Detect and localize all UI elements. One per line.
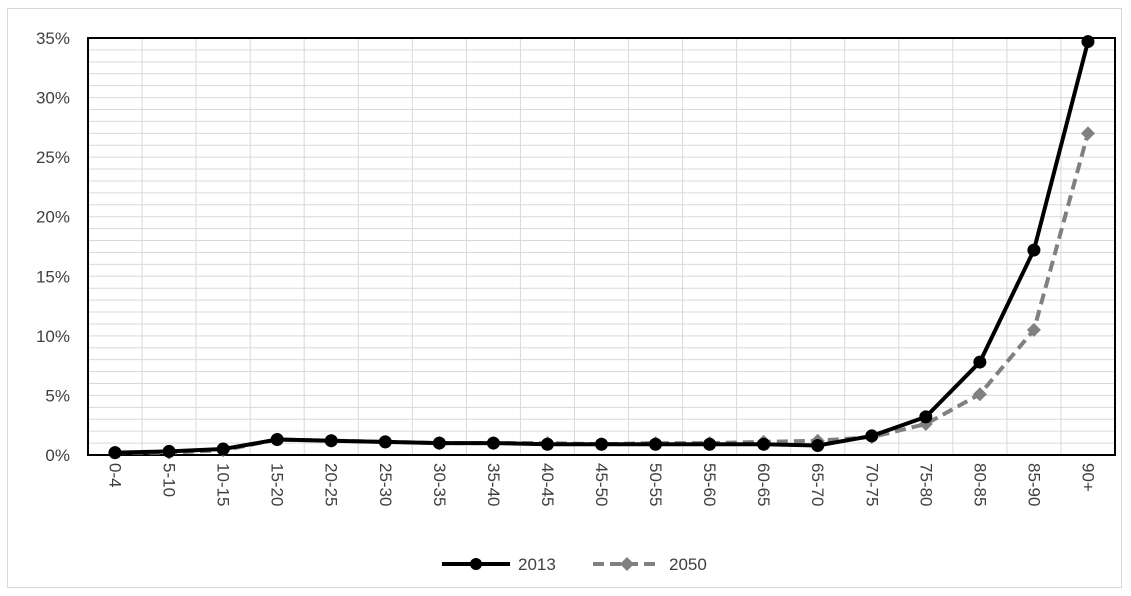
data-point-2013: [486, 436, 500, 450]
data-point-2013: [649, 437, 663, 451]
x-tick-label: 85-90: [1024, 463, 1043, 506]
x-tick-label: 70-75: [862, 463, 881, 506]
x-tick-label: 25-30: [376, 463, 395, 506]
x-axis-ticks: 0-4 5-10 10-15 15-20 20-25 25-30 30-35 35-40 40-…: [106, 463, 1098, 506]
series-group: [108, 35, 1095, 460]
x-tick-label: 80-85: [970, 463, 989, 506]
legend-marker-2050: [620, 557, 634, 571]
data-point-2013: [811, 438, 825, 452]
x-tick-label: 40-45: [538, 463, 557, 506]
data-point-2013: [595, 437, 608, 451]
data-point-2013: [919, 410, 933, 424]
data-point-2050: [1080, 126, 1095, 141]
plot-border: [87, 37, 1116, 456]
x-tick-label: 15-20: [268, 463, 287, 506]
data-point-2013: [865, 429, 879, 443]
data-point-2013: [703, 437, 717, 451]
x-tick-label: 60-65: [754, 463, 773, 506]
data-point-2013: [270, 433, 284, 447]
data-point-2013: [162, 444, 176, 458]
x-tick-label: 5-10: [160, 463, 179, 497]
data-point-2050: [972, 387, 987, 402]
x-tick-label: 30-35: [430, 463, 449, 506]
y-tick-label: 5%: [45, 386, 70, 405]
y-tick-label: 15%: [36, 267, 70, 286]
data-point-2013: [973, 355, 987, 369]
data-point-2013: [1027, 243, 1041, 257]
data-point-2013: [432, 436, 446, 450]
legend-label-2013: 2013: [518, 555, 556, 574]
plot-area: [87, 37, 1116, 456]
y-tick-label: 25%: [36, 148, 70, 167]
legend: 2013 2050: [442, 555, 707, 574]
data-point-2013: [540, 437, 554, 451]
y-tick-label: 20%: [36, 208, 70, 227]
legend-label-2050: 2050: [669, 555, 707, 574]
chart-frame: [7, 8, 1122, 588]
x-tick-label: 10-15: [214, 463, 233, 506]
data-point-2013: [324, 434, 338, 448]
y-tick-label: 30%: [36, 89, 70, 108]
y-axis-ticks: 0% 5% 10% 15% 20% 25% 30% 35%: [36, 29, 70, 465]
data-point-2013: [216, 442, 230, 456]
data-point-2013: [108, 446, 122, 460]
data-point-2050: [1026, 322, 1041, 337]
data-point-2013: [1081, 35, 1095, 49]
x-tick-label: 50-55: [646, 463, 665, 506]
data-point-2013: [757, 437, 771, 451]
gridlines: [87, 37, 1116, 456]
y-tick-label: 0%: [45, 446, 70, 465]
y-tick-label: 35%: [36, 29, 70, 48]
legend-marker-2013: [470, 558, 482, 570]
x-tick-label: 45-50: [592, 463, 611, 506]
x-tick-label: 75-80: [916, 463, 935, 506]
x-tick-label: 0-4: [106, 463, 125, 488]
series-line-2013: [114, 41, 1090, 455]
data-point-2013: [378, 435, 392, 449]
x-tick-label: 65-70: [808, 463, 827, 506]
x-tick-label: 20-25: [322, 463, 341, 506]
x-tick-label: 90+: [1078, 463, 1097, 492]
x-tick-label: 55-60: [700, 463, 719, 506]
x-tick-label: 35-40: [484, 463, 503, 506]
y-tick-label: 10%: [36, 327, 70, 346]
